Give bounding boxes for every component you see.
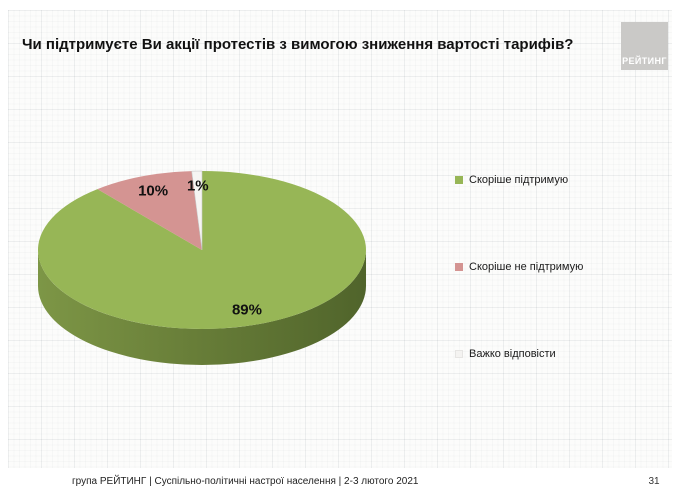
legend-swatch-icon (455, 349, 463, 358)
footer-source-text: група РЕЙТИНГ | Суспільно-політичні наст… (72, 476, 419, 487)
legend-label: Скоріше підтримую (469, 173, 569, 186)
pie-data-label-1: 10% (138, 182, 169, 199)
legend-item-1: Скоріше не підтримую (455, 260, 675, 273)
pie-side-wall (38, 250, 366, 365)
legend-label: Скоріше не підтримую (469, 260, 584, 273)
legend-swatch-icon (455, 262, 463, 271)
legend-label: Важко відповісти (469, 347, 556, 360)
legend-item-0: Скоріше підтримую (455, 173, 675, 186)
page-number: 31 (648, 476, 660, 487)
pie-data-label-2: 1% (186, 177, 209, 195)
page-title: Чи підтримуєте Ви акції протестів з вимо… (22, 36, 574, 53)
rating-logo: РЕЙТИНГ (621, 22, 668, 70)
legend-swatch-icon (455, 175, 463, 184)
pie-data-label-0: 89% (231, 301, 262, 319)
pie-slice-1 (97, 171, 202, 250)
legend-item-2: Важко відповісти (455, 347, 675, 360)
rating-logo-text: РЕЙТИНГ (622, 56, 667, 66)
pie-slice-2 (191, 170, 203, 251)
chart-legend: Скоріше підтримую Скоріше не підтримую Важ… (455, 173, 675, 434)
